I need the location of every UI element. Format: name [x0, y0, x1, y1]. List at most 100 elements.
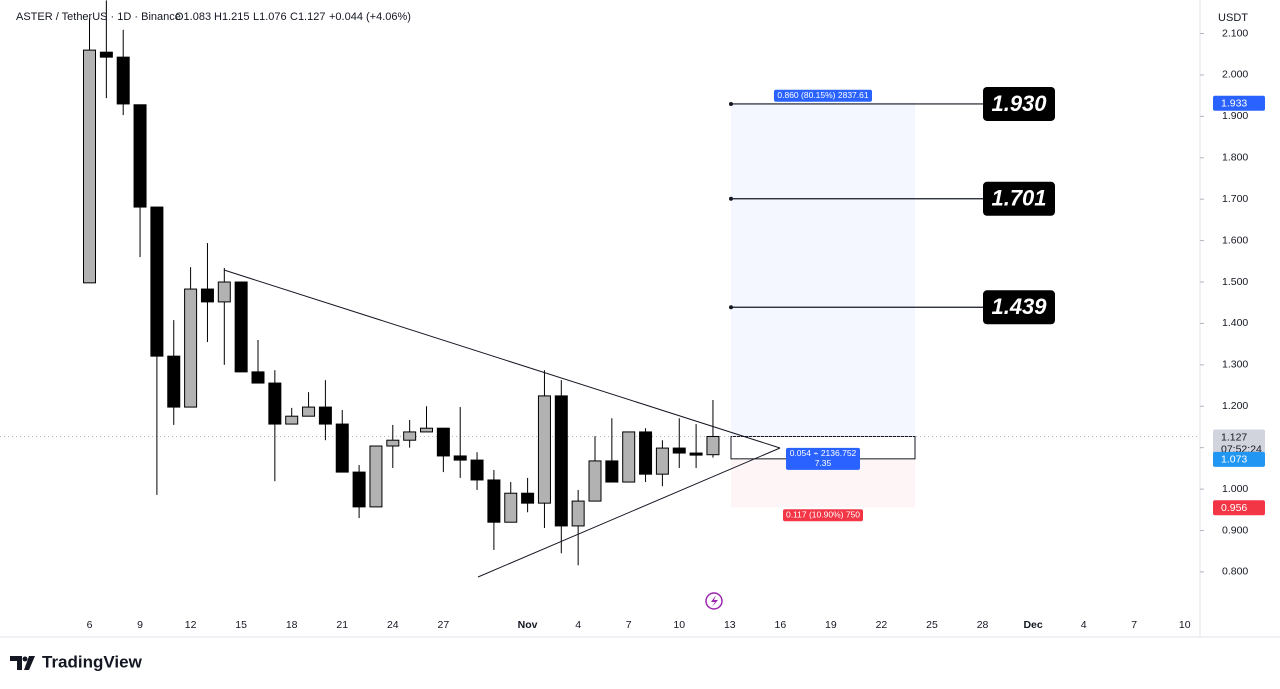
stop-label-bg — [783, 509, 863, 522]
logo-dot — [22, 656, 28, 662]
x-tick-label: 4 — [575, 619, 581, 631]
price-tag — [1213, 95, 1265, 111]
candle-body — [436, 427, 450, 457]
x-tick-label: 27 — [438, 619, 450, 631]
position-stop: 0.117 (10.90%) 750 — [786, 510, 860, 520]
y-tick-label: 1.000 — [1222, 483, 1248, 495]
candle-body — [268, 382, 282, 425]
candle-body — [285, 415, 299, 425]
y-tick-label: 2.100 — [1222, 27, 1248, 39]
x-tick-label: 22 — [876, 619, 888, 631]
target-box — [983, 86, 1055, 121]
y-tick-label: 1.400 — [1222, 317, 1248, 329]
x-tick-label: 16 — [775, 619, 787, 631]
x-tick-label: Dec — [1023, 619, 1042, 631]
y-tick-label: 0.800 — [1222, 566, 1248, 578]
candle-body — [639, 431, 653, 475]
logo: TradingView — [10, 652, 143, 671]
y-tick-label: 1.900 — [1222, 110, 1248, 122]
candle-body — [706, 435, 720, 456]
price-tag — [1213, 500, 1265, 516]
candle-body — [167, 355, 181, 408]
x-tick-label: 10 — [673, 619, 685, 631]
candle-body — [302, 406, 316, 417]
candle-body — [622, 431, 636, 483]
x-tick-label: 19 — [825, 619, 837, 631]
price-tag-label: 1.073 — [1221, 454, 1247, 466]
candle-body — [133, 104, 147, 208]
currency: USDT — [1218, 12, 1248, 24]
x-tick-label: 28 — [977, 619, 989, 631]
y-tick-label: 1.600 — [1222, 234, 1248, 246]
entry-label-bg — [786, 447, 860, 470]
candle-body — [318, 406, 332, 425]
candle-body — [335, 423, 349, 473]
x-tick-label: 10 — [1179, 619, 1191, 631]
target-label: 1.930 — [991, 91, 1047, 116]
target-label-bg — [774, 89, 872, 102]
y-tick-label: 1.800 — [1222, 152, 1248, 164]
triangle-upper — [223, 269, 781, 449]
candle-body — [234, 281, 248, 373]
target-dot — [729, 196, 733, 201]
y-tick-label: 1.200 — [1222, 400, 1248, 412]
x-tick-label: 21 — [336, 619, 348, 631]
candle-body — [83, 49, 96, 284]
position-ratio: 7.35 — [815, 458, 832, 468]
target-label: 1.439 — [991, 294, 1047, 319]
price-tag-label: 1.127 — [1221, 431, 1247, 443]
x-tick-label: 15 — [235, 619, 247, 631]
candle-body — [689, 452, 703, 456]
x-tick-label: 13 — [724, 619, 736, 631]
price-tag — [1213, 451, 1265, 467]
event-icon[interactable] — [705, 592, 723, 610]
logo-mark — [10, 656, 35, 670]
candle-body — [200, 288, 214, 303]
candle-body — [537, 395, 551, 504]
candle-body — [554, 395, 568, 527]
candle-body — [369, 445, 383, 508]
x-tick-label: 4 — [1081, 619, 1087, 631]
header-open: O1.083 — [175, 11, 211, 23]
y-tick-label: 2.000 — [1222, 69, 1248, 81]
profit-zone — [731, 102, 915, 437]
header-close: C1.127 — [290, 11, 325, 23]
target-label: 1.701 — [991, 186, 1046, 211]
header-symbol: ASTER / TetherUS · 1D · Binance — [16, 11, 181, 23]
candle-body — [588, 460, 602, 502]
triangle-lower — [477, 447, 781, 578]
target-dot — [729, 305, 733, 310]
plot: 0.8000.9001.0001.1001.2001.3001.4001.500… — [0, 0, 1265, 631]
x-tick-label: 12 — [185, 619, 197, 631]
candle-body — [420, 427, 433, 433]
candle-body — [605, 460, 619, 483]
candle-body — [672, 447, 686, 454]
candle-body — [521, 492, 535, 504]
candle-body — [470, 459, 484, 481]
x-tick-label: 24 — [387, 619, 399, 631]
x-tick-label: 7 — [1131, 619, 1137, 631]
y-tick-label: 1.300 — [1222, 359, 1248, 371]
y-tick-label: 0.900 — [1222, 524, 1248, 536]
candle-body — [184, 288, 198, 408]
candle-body — [116, 56, 130, 105]
y-tick-label: 1.700 — [1222, 193, 1248, 205]
candle-body — [150, 206, 164, 357]
x-tick-label: 6 — [87, 619, 93, 631]
price-tag — [1213, 429, 1265, 458]
header-low: L1.076 — [253, 11, 287, 23]
candle-body — [217, 281, 231, 303]
candle-body — [504, 492, 518, 523]
candle-body — [386, 439, 400, 447]
candle-body — [655, 447, 669, 475]
candle-body — [251, 371, 265, 384]
candle-body — [453, 455, 467, 461]
price-tag-label: 0.956 — [1221, 502, 1247, 514]
candle-body — [99, 51, 113, 58]
x-tick-label: 25 — [926, 619, 938, 631]
candle-body — [352, 471, 366, 508]
position-entry: 0.054 ⌁ 2136.752 — [790, 448, 857, 458]
position-target: 0.860 (80.15%) 2837.61 — [777, 90, 868, 100]
